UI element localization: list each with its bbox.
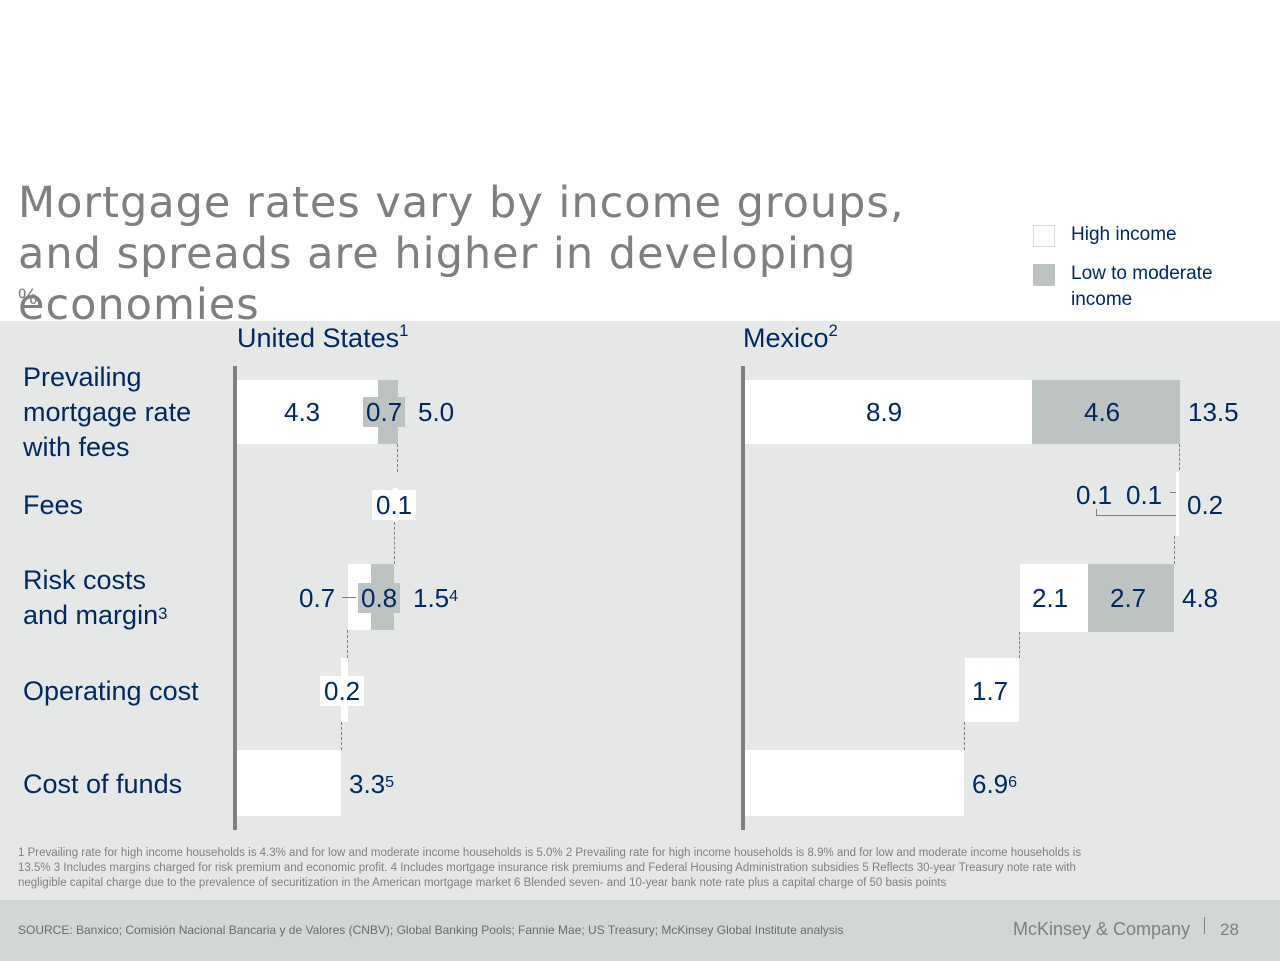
us-cost-of-funds-bar <box>237 750 341 816</box>
us-operating-label: 0.2 <box>320 676 365 706</box>
footer: SOURCE: Banxico; Comisión Nacional Banca… <box>0 900 1280 961</box>
us-cost-of-funds-label: 3.35 <box>349 769 394 799</box>
mx-fees-total-label: 0.2 <box>1187 490 1224 520</box>
legend-swatch-high-income <box>1033 225 1055 247</box>
us-rate-high-label: 4.3 <box>284 397 321 427</box>
axis-us <box>233 366 237 830</box>
us-cost-of-funds-footnote: 5 <box>385 773 395 791</box>
country-title-us-text: United States <box>237 323 400 353</box>
us-risk-total-footnote: 4 <box>449 587 459 605</box>
footer-separator <box>1204 917 1205 934</box>
mx-rate-total-label: 13.5 <box>1188 397 1239 427</box>
row-label-risk-costs-text: Risk costs and margin <box>23 565 159 630</box>
mx-operating-bar <box>965 658 1019 722</box>
us-risk-total-value: 1.5 <box>413 583 450 613</box>
us-rate-total-label: 5.0 <box>418 397 455 427</box>
mx-risk-total-label: 4.8 <box>1182 583 1219 613</box>
row-label-cost-of-funds: Cost of funds <box>23 769 183 799</box>
us-fees-label: 0.1 <box>372 490 417 520</box>
mx-connector <box>1019 632 1020 658</box>
us-cost-of-funds-value: 3.3 <box>349 769 386 799</box>
us-connector <box>397 444 398 472</box>
mx-fees-bar <box>1176 472 1179 536</box>
unit-label: % <box>18 284 38 309</box>
mx-fees-leader-line <box>1170 492 1176 493</box>
mx-fees-low-label: 0.1 <box>1126 480 1163 510</box>
country-title-us: United States1 <box>237 321 409 354</box>
us-risk-high-label: 0.7 <box>299 583 336 613</box>
brand-name: McKinsey & Company <box>1013 919 1191 939</box>
mx-cost-of-funds-footnote: 6 <box>1008 773 1018 791</box>
country-title-mexico-text: Mexico <box>743 323 829 353</box>
mx-fees-bracket-tick <box>1096 509 1097 515</box>
legend-swatch-low-income <box>1033 264 1055 286</box>
mx-risk-low-label: 2.7 <box>1110 583 1147 613</box>
mx-cost-of-funds-bar <box>745 750 964 816</box>
mx-operating-label: 1.7 <box>972 676 1009 706</box>
mx-risk-low-bar <box>1088 564 1174 632</box>
mx-connector <box>1174 536 1175 564</box>
row-label-risk-costs-footnote: 3 <box>158 604 168 623</box>
us-rate-low-label: 0.7 <box>363 397 406 427</box>
row-label-fees: Fees <box>23 490 84 520</box>
mx-cost-of-funds-value: 6.9 <box>972 769 1009 799</box>
source-text: SOURCE: Banxico; Comisión Nacional Banca… <box>18 923 844 937</box>
mx-rate-high-label: 8.9 <box>866 397 903 427</box>
mx-rate-high-bar <box>745 380 1032 444</box>
us-risk-leader-line <box>342 597 356 598</box>
us-rate-high-bar <box>237 380 378 444</box>
mx-fees-bracket <box>1096 515 1176 516</box>
us-risk-total-label: 1.54 <box>413 583 458 613</box>
row-label-operating-cost: Operating cost <box>23 676 199 706</box>
us-connector <box>347 630 348 658</box>
chart-title: Mortgage rates vary by income groups, an… <box>18 178 905 330</box>
us-connector <box>341 722 342 750</box>
mx-risk-high-bar <box>1020 564 1088 632</box>
mx-fees-high-label: 0.1 <box>1076 480 1113 510</box>
mx-connector <box>1179 444 1180 470</box>
row-label-risk-costs: Risk costs and margin3 <box>23 563 198 633</box>
mx-connector <box>964 722 965 750</box>
mx-cost-of-funds-label: 6.96 <box>972 769 1017 799</box>
mx-rate-low-label: 4.6 <box>1084 397 1121 427</box>
us-connector <box>394 522 395 564</box>
legend-label-low-income: Low to moderate income <box>1071 263 1213 310</box>
axis-mexico <box>741 366 745 830</box>
legend-label-high-income: High income <box>1071 224 1177 245</box>
footnotes: 1 Prevailing rate for high income househ… <box>18 847 1082 889</box>
page-number: 28 <box>1220 920 1239 939</box>
country-title-us-footnote: 1 <box>399 321 409 340</box>
row-label-prevailing-rate: Prevailing mortgage rate with fees <box>23 362 192 462</box>
country-title-mexico-footnote: 2 <box>828 321 838 340</box>
mx-risk-high-label: 2.1 <box>1032 583 1069 613</box>
mx-rate-low-bar <box>1032 380 1180 444</box>
us-risk-low-label: 0.8 <box>358 583 401 613</box>
country-title-mexico: Mexico2 <box>743 321 838 354</box>
